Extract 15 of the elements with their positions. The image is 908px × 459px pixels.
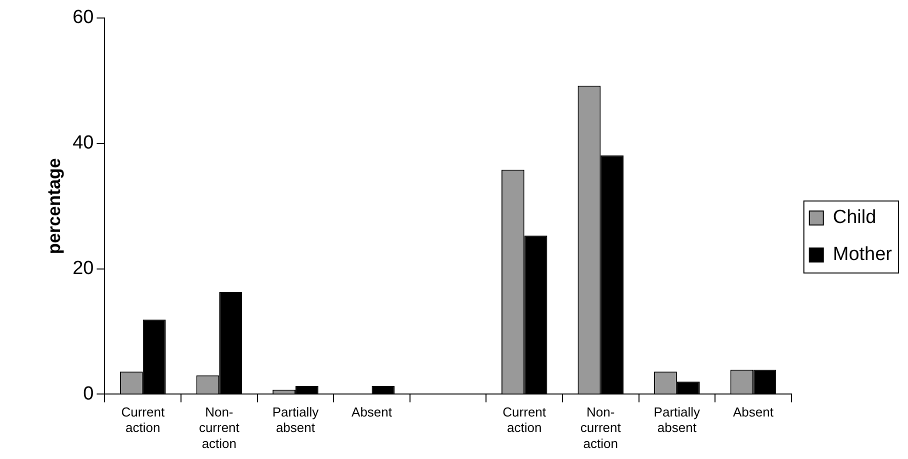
y-tick-label: 20: [72, 258, 94, 280]
legend-label: Mother: [832, 244, 893, 266]
x-tick-label: Non-current action: [198, 404, 240, 451]
y-axis-title: percentage: [44, 158, 64, 254]
x-tick-label: Partially absent: [272, 404, 320, 436]
x-tick-label: Absent: [352, 404, 392, 420]
x-tick-label: Absent: [732, 404, 774, 420]
legend-label: Child: [832, 207, 876, 228]
x-tick-label: Non-current action: [580, 404, 622, 451]
x-tick-label: Current action: [502, 404, 546, 436]
y-tick-label: 40: [72, 132, 94, 154]
x-tick-label: Partially absent: [654, 404, 701, 436]
y-tick-label: 0: [83, 383, 94, 404]
y-tick-label: 60: [72, 7, 94, 28]
x-tick-label: Current action: [121, 404, 165, 436]
